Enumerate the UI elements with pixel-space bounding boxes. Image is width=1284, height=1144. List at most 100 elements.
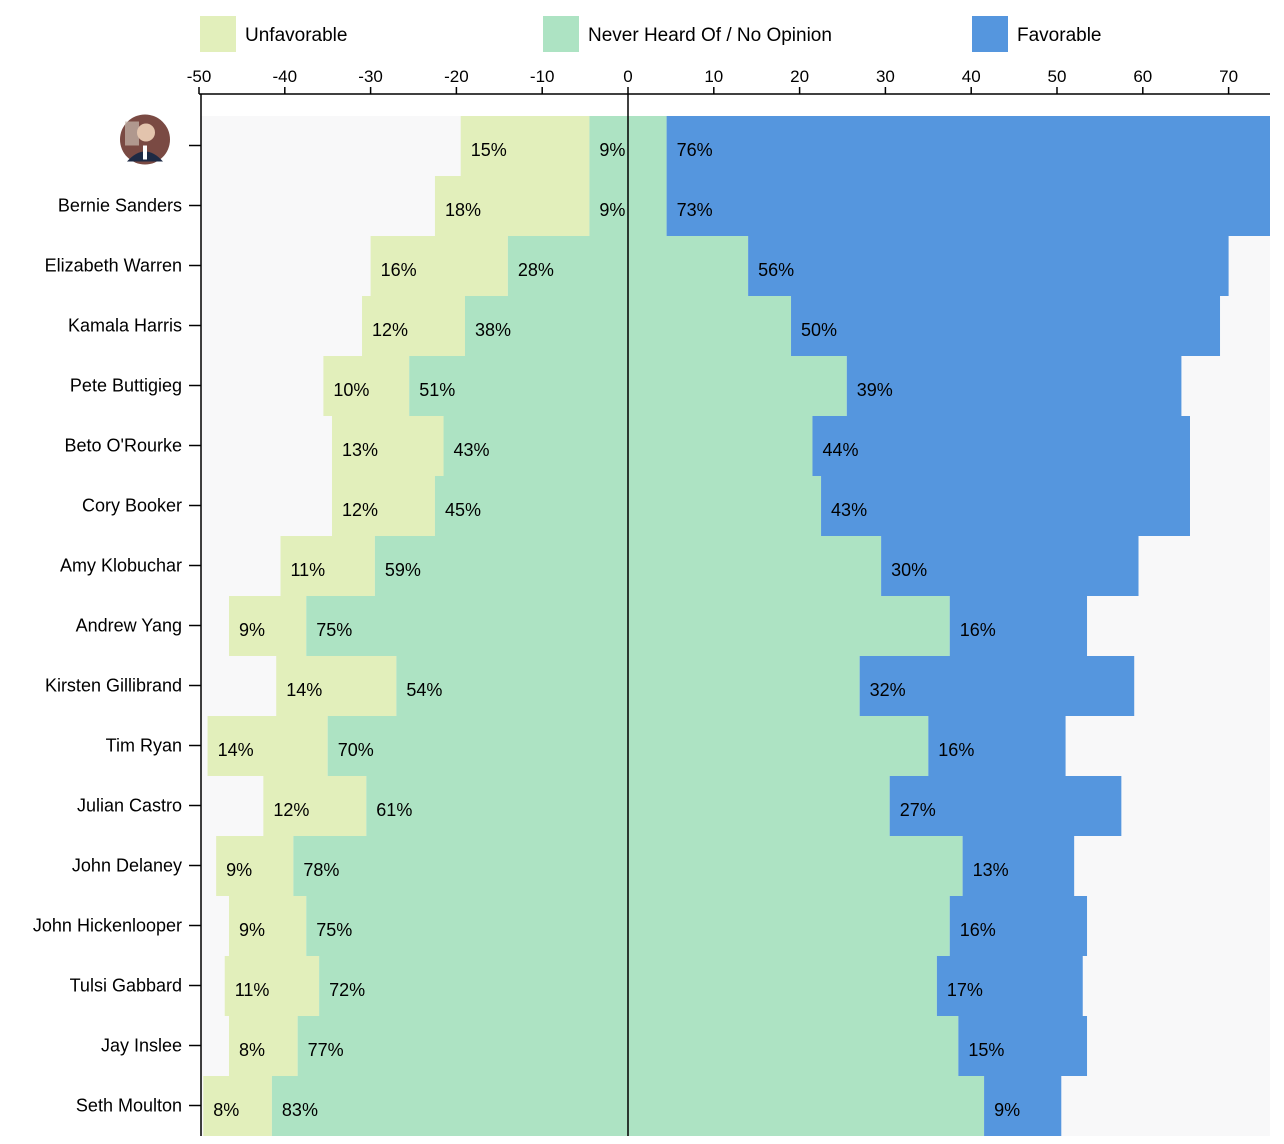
candidate-avatar <box>120 114 170 165</box>
data-label-favorable: 50% <box>801 320 837 340</box>
data-label-unfavorable: 11% <box>235 980 270 1000</box>
data-label-unfavorable: 14% <box>218 740 254 760</box>
legend: Unfavorable Never Heard Of / No Opinion Fa… <box>200 16 1102 52</box>
candidate-name: John Delaney <box>72 856 182 876</box>
bar-unfavorable <box>276 656 397 716</box>
data-label-neutral: 9% <box>599 200 625 220</box>
data-label-favorable: 9% <box>994 1100 1020 1120</box>
data-label-unfavorable: 10% <box>333 380 369 400</box>
x-tick-label: 50 <box>1048 67 1067 86</box>
bar-unfavorable <box>434 176 590 236</box>
bar-unfavorable <box>362 296 465 356</box>
candidate-name: Jay Inslee <box>101 1036 182 1056</box>
x-tick-label: -30 <box>358 67 383 86</box>
bar-unfavorable <box>280 536 375 596</box>
legend-label-neutral: Never Heard Of / No Opinion <box>588 25 832 46</box>
data-label-neutral: 72% <box>329 980 365 1000</box>
x-tick-label: 70 <box>1219 67 1238 86</box>
bar-unfavorable <box>263 776 367 836</box>
data-label-favorable: 56% <box>758 260 794 280</box>
bar-unfavorable <box>203 1076 272 1136</box>
candidate-name: Pete Buttigieg <box>70 376 182 396</box>
bar-favorable <box>889 776 1122 836</box>
x-tick-label: 30 <box>876 67 895 86</box>
candidate-name: Seth Moulton <box>76 1096 182 1116</box>
bar-favorable <box>881 536 1139 596</box>
legend-swatch-neutral <box>543 16 579 52</box>
bar-unfavorable <box>229 596 307 656</box>
data-label-neutral: 54% <box>406 680 442 700</box>
data-label-favorable: 30% <box>891 560 927 580</box>
data-label-neutral: 38% <box>475 320 511 340</box>
x-tick-label: 40 <box>962 67 981 86</box>
data-label-neutral: 45% <box>445 500 481 520</box>
bar-favorable <box>748 236 1229 296</box>
data-label-favorable: 16% <box>960 620 996 640</box>
data-label-neutral: 59% <box>385 560 421 580</box>
data-label-neutral: 75% <box>316 620 352 640</box>
data-label-unfavorable: 9% <box>239 920 265 940</box>
candidate-name: Tim Ryan <box>106 736 182 756</box>
candidate-name: Kirsten Gillibrand <box>45 676 182 696</box>
data-label-favorable: 76% <box>677 140 713 160</box>
data-label-favorable: 17% <box>947 980 983 1000</box>
bar-favorable <box>949 596 1088 656</box>
data-label-unfavorable: 9% <box>239 620 265 640</box>
bar-favorable <box>958 1016 1088 1076</box>
bar-unfavorable <box>229 896 307 956</box>
data-label-neutral: 61% <box>376 800 412 820</box>
data-label-favorable: 16% <box>960 920 996 940</box>
bar-favorable <box>846 356 1182 416</box>
bar-favorable <box>984 1076 1062 1136</box>
x-tick-label: -50 <box>187 67 212 86</box>
bar-unfavorable <box>207 716 328 776</box>
bar-favorable <box>859 656 1135 716</box>
x-tick-label: 60 <box>1133 67 1152 86</box>
bar-favorable <box>821 476 1190 536</box>
legend-swatch-unfavorable <box>200 16 236 52</box>
data-label-favorable: 44% <box>822 440 858 460</box>
candidate-name: Kamala Harris <box>68 316 182 336</box>
bar-favorable <box>962 836 1075 896</box>
data-label-unfavorable: 11% <box>291 560 326 580</box>
data-label-unfavorable: 15% <box>471 140 507 160</box>
legend-swatch-favorable <box>972 16 1008 52</box>
bar-favorable <box>812 416 1190 476</box>
data-label-neutral: 28% <box>518 260 554 280</box>
data-label-neutral: 43% <box>454 440 490 460</box>
data-label-neutral: 70% <box>338 740 374 760</box>
data-label-unfavorable: 9% <box>226 860 252 880</box>
bar-unfavorable <box>331 476 435 536</box>
bar-favorable <box>791 296 1221 356</box>
data-label-favorable: 32% <box>870 680 906 700</box>
bar-unfavorable <box>331 416 444 476</box>
bar-favorable <box>936 956 1083 1016</box>
candidate-name: John Hickenlooper <box>33 916 182 936</box>
candidate-name: Elizabeth Warren <box>45 256 182 276</box>
data-label-neutral: 75% <box>316 920 352 940</box>
data-label-favorable: 27% <box>900 800 936 820</box>
x-tick-label: 0 <box>623 67 632 86</box>
candidate-name: Andrew Yang <box>76 616 182 636</box>
candidate-name: Amy Klobuchar <box>60 556 182 576</box>
data-label-favorable: 13% <box>973 860 1009 880</box>
data-label-unfavorable: 16% <box>381 260 417 280</box>
data-label-neutral: 77% <box>308 1040 344 1060</box>
data-label-favorable: 73% <box>677 200 713 220</box>
bar-unfavorable <box>460 116 590 176</box>
candidate-name: Bernie Sanders <box>58 196 182 216</box>
data-label-neutral: 51% <box>419 380 455 400</box>
data-label-unfavorable: 18% <box>445 200 481 220</box>
bar-favorable <box>928 716 1066 776</box>
x-tick-label: -10 <box>530 67 555 86</box>
bar-unfavorable <box>216 836 294 896</box>
data-label-favorable: 16% <box>938 740 974 760</box>
bar-unfavorable <box>323 356 410 416</box>
data-label-unfavorable: 14% <box>286 680 322 700</box>
data-label-unfavorable: 12% <box>372 320 408 340</box>
data-label-unfavorable: 13% <box>342 440 378 460</box>
row-labels: Bernie Sanders Elizabeth Warren Kamala Har… <box>33 114 201 1116</box>
data-label-neutral: 78% <box>303 860 339 880</box>
data-label-favorable: 39% <box>857 380 893 400</box>
